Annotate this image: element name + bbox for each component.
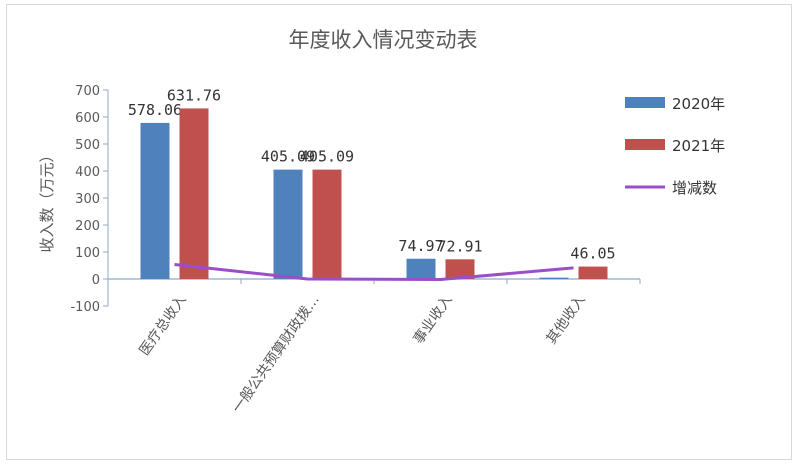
bar-2021 <box>179 108 209 279</box>
y-tick-label: 200 <box>75 219 100 234</box>
category-label: 医疗总收入 <box>137 292 190 359</box>
y-tick-label: 700 <box>75 84 100 99</box>
y-axis-label: 收入数（万元） <box>38 147 56 252</box>
legend-swatch <box>625 139 665 150</box>
bar-2021 <box>578 266 608 279</box>
y-tick-label: -100 <box>70 300 100 315</box>
chart-frame <box>6 4 792 460</box>
category-label: 一般公共预算财政拨… <box>229 292 322 416</box>
category-label: 其他收入 <box>544 292 589 347</box>
bar-2021 <box>445 259 475 279</box>
y-tick-label: 500 <box>75 138 100 153</box>
y-tick-label: 600 <box>75 111 100 126</box>
y-tick-label: 0 <box>92 273 100 288</box>
data-label: 74.97 <box>398 237 443 255</box>
bar-2020 <box>539 277 569 279</box>
legend-label: 2020年 <box>672 95 725 113</box>
bar-2020 <box>140 122 170 279</box>
bar-2020 <box>273 169 303 279</box>
plot-area: -100 0 100 200 300 400 500 600 700 578.06 405.09 74… <box>70 84 641 416</box>
data-label: 578.06 <box>128 101 182 119</box>
data-label: 405.09 <box>261 148 315 166</box>
chart-title: 年度收入情况变动表 <box>289 28 478 52</box>
line-change <box>174 263 574 282</box>
y-tick-label: 300 <box>75 192 100 207</box>
legend-label: 2021年 <box>672 137 725 155</box>
data-label: 46.05 <box>570 245 615 263</box>
y-tick-label: 100 <box>75 246 100 261</box>
bar-2021 <box>312 169 342 279</box>
data-label: 72.91 <box>437 237 482 255</box>
y-tick-label: 400 <box>75 165 100 180</box>
category-label: 事业收入 <box>411 292 456 347</box>
legend-label: 增减数 <box>672 179 717 197</box>
data-label: 405.09 <box>300 148 354 166</box>
data-label: 631.76 <box>167 86 221 104</box>
legend-swatch <box>625 97 665 108</box>
bar-2020 <box>406 258 436 279</box>
